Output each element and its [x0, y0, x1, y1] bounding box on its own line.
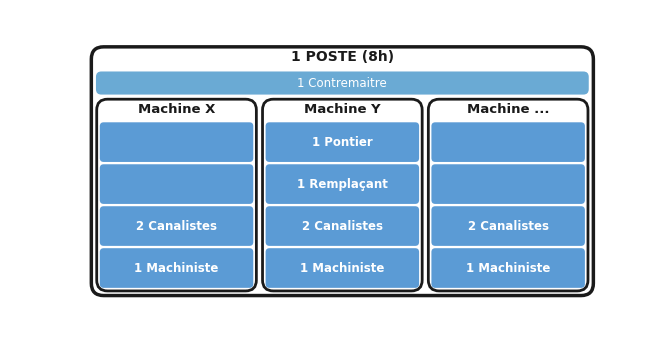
Text: 1 Machiniste: 1 Machiniste	[300, 261, 385, 275]
Text: 1 Machiniste: 1 Machiniste	[134, 261, 218, 275]
FancyBboxPatch shape	[432, 206, 585, 246]
Text: Machine X: Machine X	[138, 103, 215, 116]
FancyBboxPatch shape	[428, 99, 588, 291]
FancyBboxPatch shape	[100, 206, 253, 246]
Text: 1 Contremaitre: 1 Contremaitre	[297, 77, 387, 89]
Text: Machine Y: Machine Y	[304, 103, 381, 116]
Text: 2 Canalistes: 2 Canalistes	[302, 220, 383, 233]
Text: 1 Machiniste: 1 Machiniste	[466, 261, 550, 275]
Text: 2 Canalistes: 2 Canalistes	[136, 220, 217, 233]
Text: 2 Canalistes: 2 Canalistes	[468, 220, 548, 233]
Text: 1 Pontier: 1 Pontier	[312, 136, 373, 148]
FancyBboxPatch shape	[432, 248, 585, 288]
FancyBboxPatch shape	[263, 99, 422, 291]
FancyBboxPatch shape	[266, 122, 419, 162]
FancyBboxPatch shape	[266, 248, 419, 288]
Text: 1 Remplaçant: 1 Remplaçant	[297, 178, 388, 191]
FancyBboxPatch shape	[100, 122, 253, 162]
FancyBboxPatch shape	[97, 99, 257, 291]
FancyBboxPatch shape	[100, 248, 253, 288]
Text: 1 POSTE (8h): 1 POSTE (8h)	[291, 50, 394, 64]
FancyBboxPatch shape	[266, 206, 419, 246]
FancyBboxPatch shape	[92, 47, 593, 296]
FancyBboxPatch shape	[100, 164, 253, 204]
FancyBboxPatch shape	[266, 164, 419, 204]
Text: Machine ...: Machine ...	[467, 103, 549, 116]
FancyBboxPatch shape	[432, 122, 585, 162]
FancyBboxPatch shape	[432, 164, 585, 204]
FancyBboxPatch shape	[96, 72, 589, 95]
